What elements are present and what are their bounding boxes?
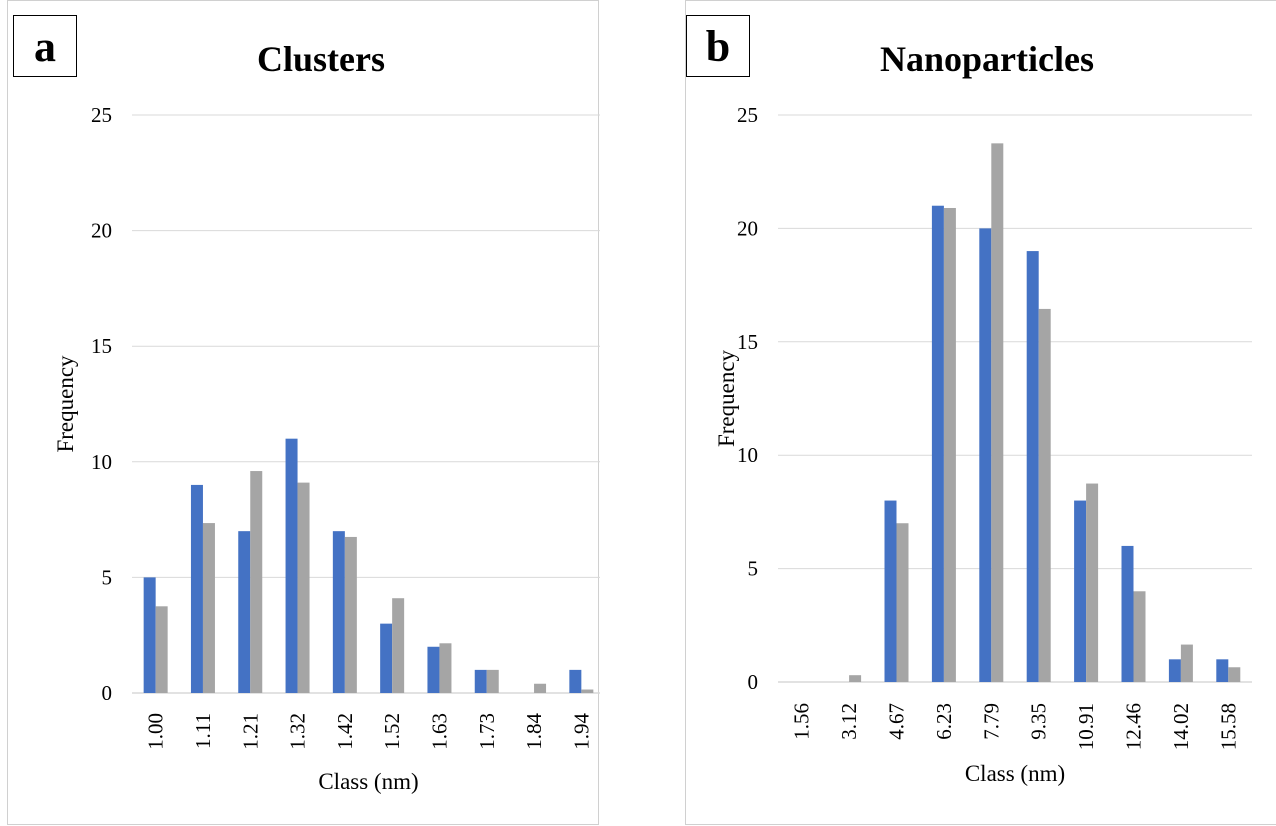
x-tick-label: 1.00 [144,713,168,750]
bar [1038,308,1051,682]
bar [332,531,345,693]
x-tick-label: 14.02 [1169,703,1193,750]
bar [474,669,487,693]
bar [202,523,215,693]
y-tick-label: 0 [102,681,113,705]
bar [943,207,956,682]
y-axis-label: Frequency [53,355,78,453]
chart-title: Clusters [257,39,385,79]
bar [1180,644,1193,682]
x-tick-label: 1.32 [286,713,310,750]
x-tick-label: 1.63 [427,713,451,750]
y-tick-label: 20 [737,216,758,240]
bar [486,669,499,693]
x-tick-label: 7.79 [979,703,1003,740]
bar [392,598,405,693]
bar [155,606,168,693]
bar [1168,659,1181,682]
x-tick-label: 1.56 [790,703,814,740]
y-tick-label: 10 [91,450,112,474]
bar [884,500,897,682]
x-tick-label: 3.12 [837,703,861,740]
bar [380,623,393,693]
bar [896,523,909,682]
y-tick-label: 15 [91,334,112,358]
bar [344,536,357,693]
panel-label-a: a [13,15,77,77]
x-tick-label: 1.84 [522,713,546,750]
chart-panel-a: a Clusters 0 5 10 15 20 25 1.00 1.11 1.21 1.32 1.42… [7,0,600,825]
bar [1133,591,1146,682]
bar [238,531,251,693]
bar [1026,251,1039,682]
x-tick-label: 1.94 [569,713,593,750]
bar [1216,659,1229,682]
x-tick-label: 1.42 [333,713,357,750]
x-axis-label: Class (nm) [965,761,1065,786]
bar [439,643,452,693]
x-tick-label: 6.23 [932,703,956,740]
y-tick-label: 5 [102,565,113,589]
bar [1086,483,1099,682]
clusters-chart: Clusters 0 5 10 15 20 25 1.00 1.11 1.21 1.32 1.42 1.… [53,39,600,794]
x-tick-label: 4.67 [885,703,909,740]
bar [190,484,203,693]
bar [569,669,582,693]
x-tick-label: 1.52 [380,713,404,750]
bar [285,438,298,693]
bar [297,482,310,693]
x-tick-label: 15.58 [1216,703,1240,750]
bar [991,143,1004,683]
bar [849,675,862,682]
x-tick-label: 12.46 [1122,703,1146,750]
bar [979,228,992,682]
y-tick-label: 20 [91,219,112,243]
x-tick-label: 10.91 [1074,703,1098,750]
bar [1121,545,1134,682]
bar [931,205,944,682]
panel-label-b: b [686,15,750,77]
x-tick-label: 9.35 [1027,703,1051,740]
bar [1074,500,1087,682]
y-axis-label: Frequency [714,349,739,447]
nanoparticles-chart: Nanoparticles 0 5 10 15 20 25 1.56 3.12 4.67 6.23 7… [714,39,1252,786]
x-tick-label: 1.73 [475,713,499,750]
bar [1228,667,1241,682]
bar [581,689,594,693]
x-tick-label: 1.21 [238,713,262,750]
bar [534,683,547,693]
bar [143,577,156,693]
y-tick-label: 5 [748,557,759,581]
bar [427,646,440,693]
y-tick-label: 15 [737,330,758,354]
chart-title: Nanoparticles [880,39,1094,79]
y-tick-label: 25 [737,103,758,127]
bar [250,471,263,693]
y-tick-label: 25 [91,103,112,127]
y-tick-label: 0 [748,670,759,694]
y-tick-label: 10 [737,443,758,467]
chart-panel-b: b Nanoparticles 0 5 10 15 20 25 1.56 3.12 4.67 6.2… [685,0,1276,825]
x-axis-label: Class (nm) [318,769,418,794]
x-tick-label: 1.11 [191,713,215,749]
